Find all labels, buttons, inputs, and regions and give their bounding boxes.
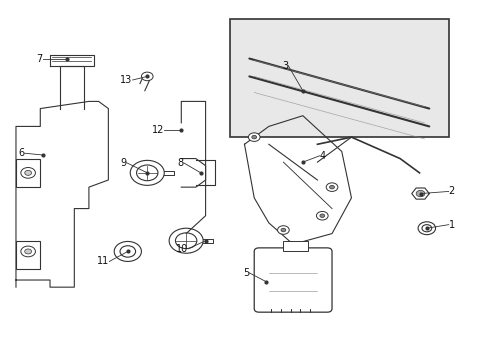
Circle shape	[415, 190, 424, 197]
Text: 3: 3	[282, 61, 287, 71]
Circle shape	[130, 160, 164, 185]
Circle shape	[25, 249, 31, 254]
Text: 11: 11	[97, 256, 109, 266]
Circle shape	[248, 133, 260, 141]
Circle shape	[21, 246, 35, 257]
Circle shape	[277, 226, 288, 234]
Circle shape	[169, 228, 203, 253]
Text: 8: 8	[177, 158, 183, 168]
Circle shape	[316, 211, 327, 220]
Text: 5: 5	[243, 268, 249, 278]
Text: 9: 9	[121, 158, 126, 168]
Circle shape	[141, 72, 153, 81]
Text: 2: 2	[448, 186, 454, 197]
Circle shape	[417, 222, 435, 235]
Circle shape	[329, 185, 334, 189]
Circle shape	[281, 228, 285, 232]
Circle shape	[319, 214, 324, 217]
Circle shape	[251, 135, 256, 139]
Circle shape	[114, 242, 141, 261]
Bar	[16, 158, 40, 187]
Text: 4: 4	[319, 151, 325, 161]
Circle shape	[175, 233, 197, 249]
Bar	[229, 19, 448, 137]
Text: 10: 10	[176, 244, 188, 253]
Circle shape	[21, 167, 35, 178]
Text: 7: 7	[37, 54, 42, 64]
Bar	[16, 241, 40, 269]
Text: 13: 13	[120, 75, 132, 85]
Text: 6: 6	[19, 148, 25, 158]
Circle shape	[421, 225, 431, 232]
Text: 1: 1	[448, 220, 454, 230]
Circle shape	[120, 246, 135, 257]
Circle shape	[325, 183, 337, 192]
Circle shape	[25, 170, 31, 175]
Bar	[283, 241, 307, 251]
Text: 12: 12	[152, 125, 164, 135]
FancyBboxPatch shape	[254, 248, 331, 312]
Circle shape	[136, 165, 158, 181]
